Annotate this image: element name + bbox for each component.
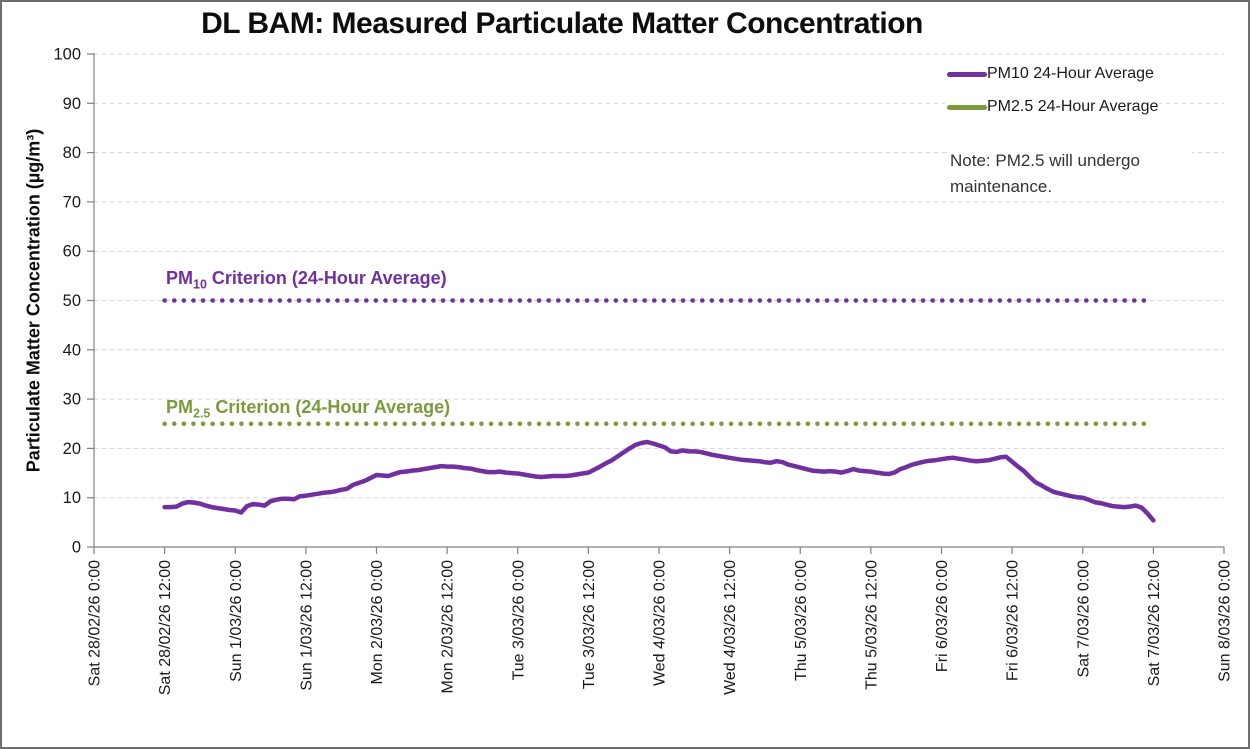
legend-item-pm10: PM10 24-Hour Average [945,63,1161,85]
pm10-criterion-label: PM10 Criterion (24-Hour Average) [166,268,447,292]
svg-text:100: 100 [53,46,81,64]
svg-text:Sun 1/03/26 0:00: Sun 1/03/26 0:00 [228,560,245,682]
chart-title: DL BAM: Measured Particulate Matter Conc… [201,7,923,40]
svg-text:Fri 6/03/26 12:00: Fri 6/03/26 12:00 [1005,560,1022,681]
pm25-criterion-label: PM2.5 Criterion (24-Hour Average) [166,397,450,421]
svg-text:50: 50 [63,292,81,310]
svg-text:Tue 3/03/26 12:00: Tue 3/03/26 12:00 [581,560,598,689]
svg-text:70: 70 [63,193,81,211]
svg-text:10: 10 [63,489,81,507]
pm10-criterion-rest: Criterion (24-Hour Average) [206,268,447,288]
pm25-series-swatch [947,104,987,110]
svg-text:Mon 2/03/26 0:00: Mon 2/03/26 0:00 [369,560,386,685]
maintenance-note: Note: PM2.5 will undergo maintenance. [950,148,1192,200]
svg-text:Thu 5/03/26 12:00: Thu 5/03/26 12:00 [863,560,880,690]
svg-text:90: 90 [63,95,81,113]
pm10-series-swatch [947,71,987,77]
pm25-criterion-rest: Criterion (24-Hour Average) [210,397,451,417]
legend-item-pm25: PM2.5 24-Hour Average [945,96,1161,118]
svg-text:Tue 3/03/26 0:00: Tue 3/03/26 0:00 [510,560,527,680]
svg-text:Mon 2/03/26 12:00: Mon 2/03/26 12:00 [440,560,457,694]
svg-text:60: 60 [63,243,81,261]
svg-text:30: 30 [63,391,81,409]
pm10-criterion-subscript: 10 [193,277,207,292]
svg-text:Sun 8/03/26 0:00: Sun 8/03/26 0:00 [1217,560,1234,682]
svg-text:Thu 5/03/26 0:00: Thu 5/03/26 0:00 [793,560,810,681]
pm10-series-label: PM10 24-Hour Average [987,65,1154,82]
svg-text:Wed 4/03/26 12:00: Wed 4/03/26 12:00 [722,560,739,695]
svg-text:Sat 7/03/26 0:00: Sat 7/03/26 0:00 [1075,560,1092,678]
svg-text:Sun 1/03/26 12:00: Sun 1/03/26 12:00 [298,560,315,691]
chart-legend: PM10 24-Hour Average PM2.5 24-Hour Avera… [945,63,1161,129]
svg-text:0: 0 [72,539,81,557]
svg-text:Wed 4/03/26 0:00: Wed 4/03/26 0:00 [652,560,669,686]
svg-text:20: 20 [63,440,81,458]
svg-text:Fri 6/03/26 0:00: Fri 6/03/26 0:00 [934,560,951,672]
svg-text:80: 80 [63,144,81,162]
pm25-criterion-subscript: 2.5 [193,406,211,421]
pm10-criterion-prefix: PM [166,268,193,288]
svg-text:40: 40 [63,341,81,359]
pm25-criterion-prefix: PM [166,397,193,417]
pm25-series-label: PM2.5 24-Hour Average [987,98,1159,115]
svg-text:Sat 28/02/26 12:00: Sat 28/02/26 12:00 [157,560,174,695]
svg-text:Sat 28/02/26 0:00: Sat 28/02/26 0:00 [87,560,104,686]
svg-text:Sat 7/03/26 12:00: Sat 7/03/26 12:00 [1146,560,1163,686]
